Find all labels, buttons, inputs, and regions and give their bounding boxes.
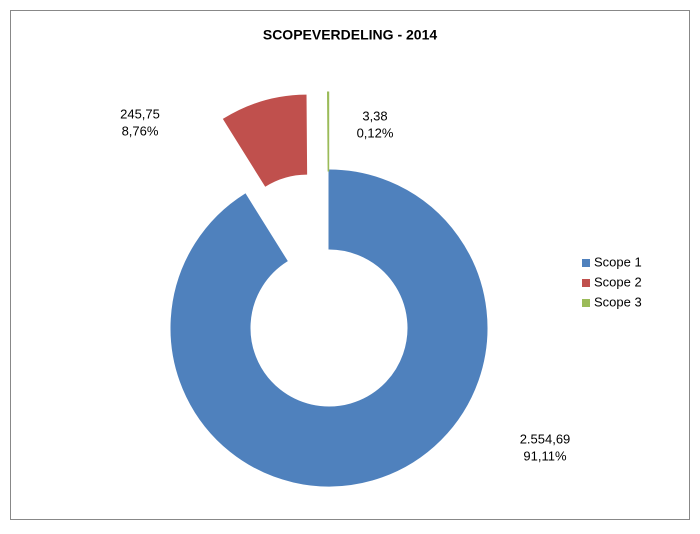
legend-label: Scope 1 <box>594 254 642 269</box>
donut-slice <box>170 169 488 487</box>
legend-label: Scope 2 <box>594 274 642 289</box>
value-label: 3,38 <box>362 108 387 123</box>
percent-label: 8,76% <box>122 123 159 138</box>
legend-swatch <box>582 279 590 287</box>
legend-label: Scope 3 <box>594 294 642 309</box>
value-label: 2.554,69 <box>520 431 571 446</box>
chart-title: SCOPEVERDELING - 2014 <box>263 27 437 43</box>
donut-slice <box>222 94 308 187</box>
percent-label: 0,12% <box>357 125 394 140</box>
legend-swatch <box>582 259 590 267</box>
value-label: 245,75 <box>120 106 160 121</box>
donut-slice <box>327 91 330 172</box>
percent-label: 91,11% <box>523 448 567 463</box>
legend-swatch <box>582 299 590 307</box>
